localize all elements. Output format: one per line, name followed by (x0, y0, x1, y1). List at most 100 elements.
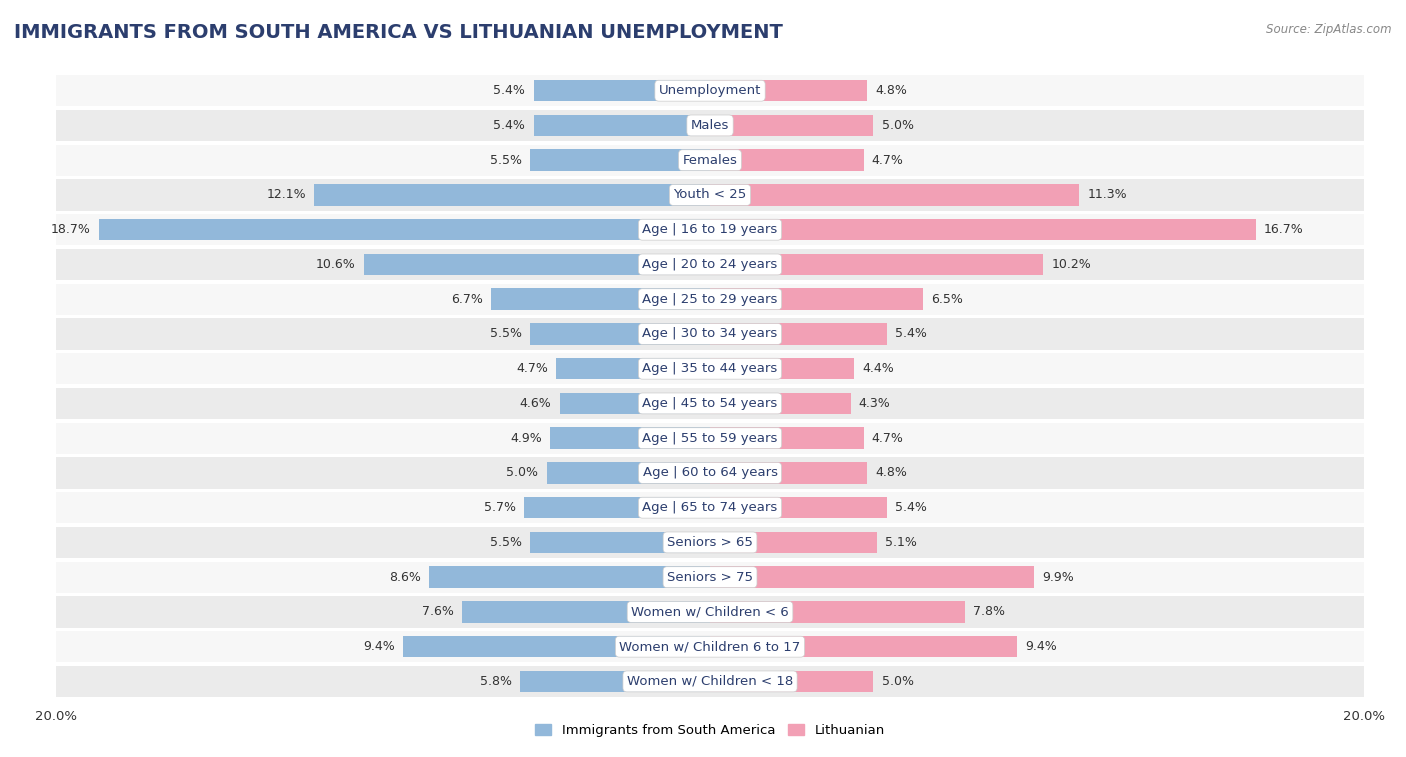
Text: 4.8%: 4.8% (875, 466, 907, 479)
Text: Age | 45 to 54 years: Age | 45 to 54 years (643, 397, 778, 410)
Text: 4.3%: 4.3% (859, 397, 890, 410)
Text: 5.8%: 5.8% (481, 675, 512, 688)
Legend: Immigrants from South America, Lithuanian: Immigrants from South America, Lithuania… (530, 718, 890, 742)
Text: Youth < 25: Youth < 25 (673, 188, 747, 201)
Text: Source: ZipAtlas.com: Source: ZipAtlas.com (1267, 23, 1392, 36)
Text: 9.4%: 9.4% (1025, 640, 1057, 653)
Text: 9.9%: 9.9% (1042, 571, 1074, 584)
Bar (550, 428, 710, 449)
Text: Women w/ Children 6 to 17: Women w/ Children 6 to 17 (620, 640, 800, 653)
Bar (710, 288, 922, 310)
Bar (402, 636, 710, 657)
Text: 16.7%: 16.7% (1264, 223, 1303, 236)
Text: Age | 60 to 64 years: Age | 60 to 64 years (643, 466, 778, 479)
Bar (56, 110, 1364, 141)
Bar (710, 184, 1080, 206)
Bar (56, 597, 1364, 628)
Text: 9.4%: 9.4% (363, 640, 395, 653)
Text: IMMIGRANTS FROM SOUTH AMERICA VS LITHUANIAN UNEMPLOYMENT: IMMIGRANTS FROM SOUTH AMERICA VS LITHUAN… (14, 23, 783, 42)
Text: 5.5%: 5.5% (491, 536, 522, 549)
Bar (56, 249, 1364, 280)
Text: 5.4%: 5.4% (494, 119, 526, 132)
Text: 5.4%: 5.4% (894, 501, 927, 514)
Text: 6.7%: 6.7% (451, 293, 482, 306)
Text: 6.5%: 6.5% (931, 293, 963, 306)
Bar (560, 393, 710, 414)
Text: 5.4%: 5.4% (894, 328, 927, 341)
Bar (530, 531, 710, 553)
Bar (56, 562, 1364, 593)
Text: 5.5%: 5.5% (491, 328, 522, 341)
Bar (710, 671, 873, 692)
Bar (533, 80, 710, 101)
Text: Seniors > 75: Seniors > 75 (666, 571, 754, 584)
Text: 4.8%: 4.8% (875, 84, 907, 97)
Text: Males: Males (690, 119, 730, 132)
Bar (710, 463, 868, 484)
Bar (710, 149, 863, 171)
Bar (533, 115, 710, 136)
Bar (557, 358, 710, 379)
Text: 5.7%: 5.7% (484, 501, 516, 514)
Text: 5.1%: 5.1% (884, 536, 917, 549)
Text: 10.6%: 10.6% (315, 258, 356, 271)
Text: 5.4%: 5.4% (494, 84, 526, 97)
Bar (710, 115, 873, 136)
Bar (710, 428, 863, 449)
Bar (56, 631, 1364, 662)
Bar (56, 527, 1364, 558)
Bar (56, 353, 1364, 385)
Text: Age | 65 to 74 years: Age | 65 to 74 years (643, 501, 778, 514)
Text: Seniors > 65: Seniors > 65 (666, 536, 754, 549)
Text: Age | 20 to 24 years: Age | 20 to 24 years (643, 258, 778, 271)
Bar (520, 671, 710, 692)
Bar (710, 219, 1256, 241)
Text: 5.0%: 5.0% (882, 119, 914, 132)
Bar (523, 497, 710, 519)
Bar (710, 497, 887, 519)
Bar (56, 422, 1364, 454)
Bar (710, 80, 868, 101)
Text: Unemployment: Unemployment (659, 84, 761, 97)
Bar (710, 531, 877, 553)
Bar (364, 254, 710, 276)
Bar (429, 566, 710, 588)
Text: 4.7%: 4.7% (872, 154, 904, 167)
Bar (315, 184, 710, 206)
Bar (547, 463, 710, 484)
Text: 12.1%: 12.1% (267, 188, 307, 201)
Bar (56, 492, 1364, 523)
Text: 4.7%: 4.7% (872, 431, 904, 444)
Bar (710, 393, 851, 414)
Text: Age | 55 to 59 years: Age | 55 to 59 years (643, 431, 778, 444)
Bar (56, 179, 1364, 210)
Text: 10.2%: 10.2% (1052, 258, 1091, 271)
Bar (530, 323, 710, 344)
Text: 7.6%: 7.6% (422, 606, 453, 618)
Bar (710, 323, 887, 344)
Text: 4.9%: 4.9% (510, 431, 541, 444)
Bar (461, 601, 710, 623)
Text: 5.0%: 5.0% (506, 466, 538, 479)
Bar (56, 214, 1364, 245)
Bar (710, 358, 853, 379)
Bar (56, 457, 1364, 488)
Bar (710, 601, 965, 623)
Text: 4.6%: 4.6% (520, 397, 551, 410)
Bar (491, 288, 710, 310)
Bar (710, 566, 1033, 588)
Bar (710, 254, 1043, 276)
Text: Females: Females (682, 154, 738, 167)
Text: Women w/ Children < 18: Women w/ Children < 18 (627, 675, 793, 688)
Text: Age | 35 to 44 years: Age | 35 to 44 years (643, 362, 778, 375)
Bar (98, 219, 710, 241)
Text: 4.4%: 4.4% (862, 362, 894, 375)
Bar (56, 318, 1364, 350)
Bar (56, 145, 1364, 176)
Text: 4.7%: 4.7% (516, 362, 548, 375)
Bar (56, 666, 1364, 697)
Text: 11.3%: 11.3% (1088, 188, 1128, 201)
Text: Age | 16 to 19 years: Age | 16 to 19 years (643, 223, 778, 236)
Text: Age | 30 to 34 years: Age | 30 to 34 years (643, 328, 778, 341)
Bar (56, 75, 1364, 106)
